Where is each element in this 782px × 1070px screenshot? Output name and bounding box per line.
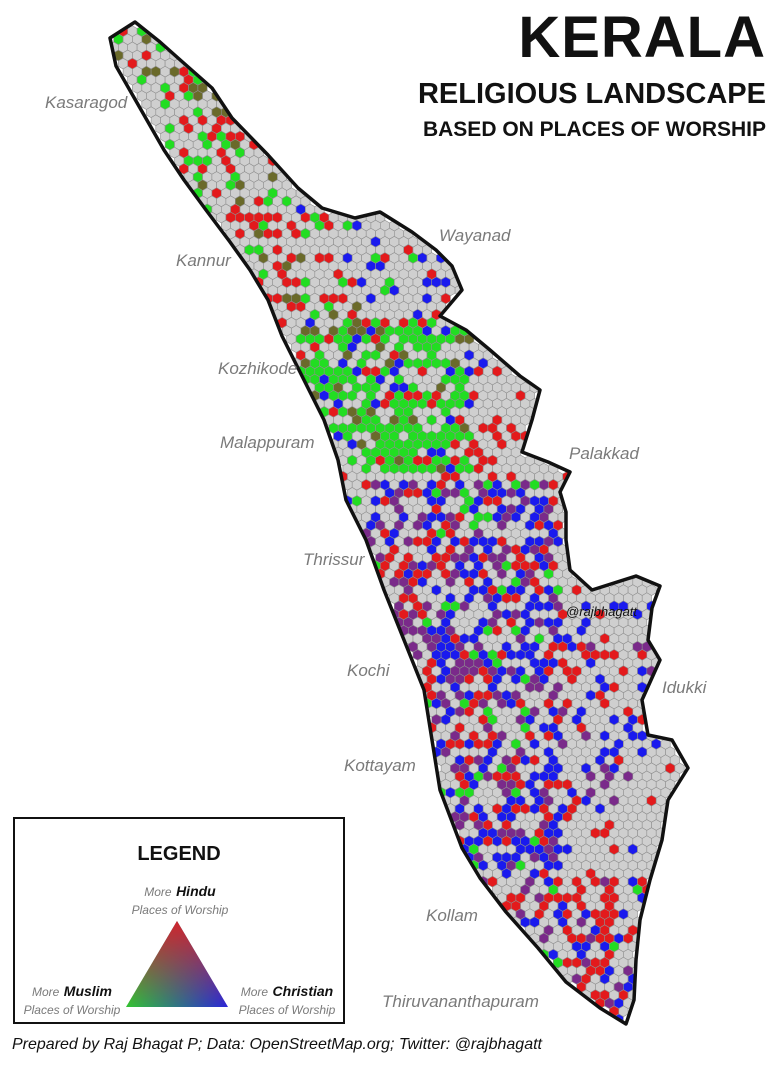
district-label-kochi: Kochi bbox=[347, 661, 390, 680]
legend-christian-label: More Christian Places of Worship bbox=[238, 983, 336, 1017]
map-subtitle-2: BASED ON PLACES OF WORSHIP bbox=[422, 118, 766, 141]
map-subtitle: RELIGIOUS LANDSCAPE bbox=[417, 78, 766, 110]
state-boundary bbox=[108, 20, 690, 1026]
legend-hindu-label: More Hindu Places of Worship bbox=[131, 883, 229, 917]
district-label-idukki: Idukki bbox=[662, 678, 707, 697]
legend-title: LEGEND bbox=[137, 843, 221, 865]
district-label-kottayam: Kottayam bbox=[344, 756, 416, 775]
legend: LEGEND More Hindu Places of Worship More… bbox=[13, 817, 345, 1024]
district-label-kozhikode: Kozhikode bbox=[218, 359, 298, 378]
watermark-handle: @rajbhagatt bbox=[566, 604, 638, 619]
credit-line: Prepared by Raj Bhagat P; Data: OpenStre… bbox=[12, 1036, 542, 1053]
district-label-kannur: Kannur bbox=[176, 251, 231, 270]
district-label-wayanad: Wayanad bbox=[439, 226, 511, 245]
district-label-kollam: Kollam bbox=[426, 906, 478, 925]
district-label-kasaragod: Kasaragod bbox=[45, 93, 128, 112]
hex-grid bbox=[110, 25, 685, 1024]
district-label-palakkad: Palakkad bbox=[569, 444, 639, 463]
map-title: KERALA bbox=[518, 5, 766, 70]
legend-muslim-label: More Muslim Places of Worship bbox=[23, 983, 121, 1017]
district-label-thrissur: Thrissur bbox=[303, 550, 365, 569]
district-label-thiruvananthapuram: Thiruvananthapuram bbox=[382, 992, 539, 1011]
legend-ternary-triangle bbox=[126, 921, 228, 1007]
district-label-malappuram: Malappuram bbox=[220, 433, 315, 452]
